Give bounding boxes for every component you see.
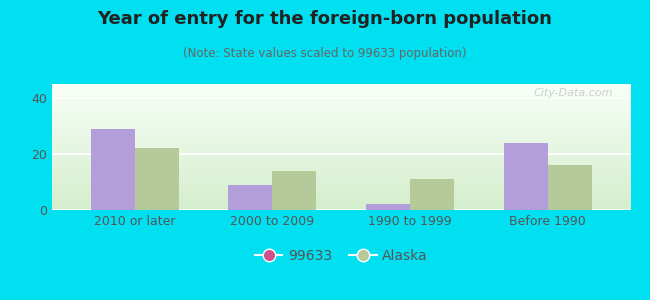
- Bar: [366, 204, 410, 210]
- Bar: [548, 165, 592, 210]
- Bar: [90, 129, 135, 210]
- Bar: [504, 143, 548, 210]
- Text: Year of entry for the foreign-born population: Year of entry for the foreign-born popul…: [98, 11, 552, 28]
- Text: City-Data.com: City-Data.com: [534, 88, 613, 98]
- Bar: [135, 148, 179, 210]
- Text: (Note: State values scaled to 99633 population): (Note: State values scaled to 99633 popu…: [183, 46, 467, 59]
- Bar: [272, 171, 317, 210]
- Bar: [228, 185, 272, 210]
- Legend: 99633, Alaska: 99633, Alaska: [249, 244, 434, 268]
- Bar: [410, 179, 454, 210]
